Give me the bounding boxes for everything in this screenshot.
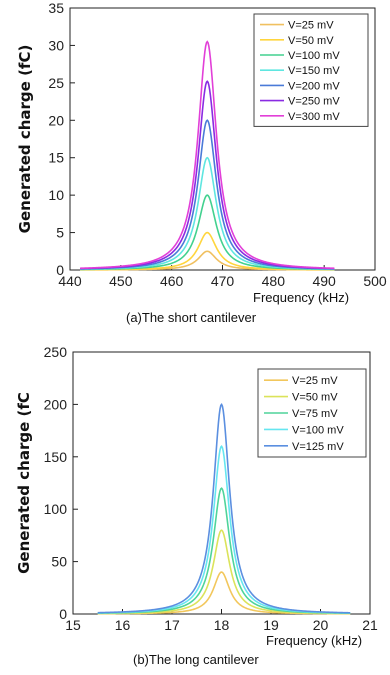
panel-b-y-axis-label: Generated charge (fC bbox=[15, 392, 33, 574]
x-tick-label: 480 bbox=[262, 273, 286, 289]
legend-entry: V=25 mV bbox=[292, 375, 338, 387]
legend-entry: V=300 mV bbox=[288, 111, 340, 123]
x-tick-label: 16 bbox=[115, 617, 131, 633]
x-tick-label: 440 bbox=[58, 273, 82, 289]
series-line-7 bbox=[80, 40, 335, 270]
legend-entry: V=150 mV bbox=[288, 65, 340, 77]
panel-b-series-lines bbox=[97, 402, 351, 615]
x-tick-label: 19 bbox=[263, 617, 279, 633]
panel-b-caption: (b)The long cantilever bbox=[133, 652, 259, 667]
y-tick-label: 150 bbox=[44, 449, 68, 465]
legend-entry: V=75 mV bbox=[292, 408, 338, 420]
y-tick-label: 30 bbox=[48, 37, 64, 53]
series-line-5 bbox=[97, 402, 351, 614]
y-tick-label: 200 bbox=[44, 396, 68, 412]
y-tick-label: 15 bbox=[48, 150, 64, 166]
panel-b-x-axis-label: Frequency (kHz) bbox=[266, 633, 362, 648]
legend-entry: V=50 mV bbox=[288, 35, 334, 47]
x-tick-label: 20 bbox=[313, 617, 329, 633]
x-tick-label: 450 bbox=[109, 273, 133, 289]
panel-b-x-ticks: 15 16 17 18 19 20 21 bbox=[65, 609, 378, 633]
panel-b-y-ticks: 0 50 100 150 200 250 bbox=[44, 344, 78, 622]
panel-a-legend: V=25 mV V=50 mV V=100 mV V=150 mV V=200 mV V=… bbox=[253, 13, 369, 127]
panel-a-y-ticks: 0 5 10 15 20 25 30 35 bbox=[48, 0, 75, 278]
legend-entry: V=25 mV bbox=[288, 20, 334, 32]
y-tick-label: 5 bbox=[56, 225, 64, 241]
y-tick-label: 0 bbox=[59, 606, 67, 622]
x-tick-label: 490 bbox=[312, 273, 336, 289]
panel-a-y-axis-label: Generated charge (fC) bbox=[16, 45, 34, 234]
y-tick-label: 10 bbox=[48, 187, 64, 203]
y-tick-label: 35 bbox=[48, 0, 64, 16]
panel-b-legend: V=25 mV V=50 mV V=75 mV V=100 mV V=125 mV bbox=[257, 368, 367, 458]
x-tick-label: 15 bbox=[65, 617, 81, 633]
y-tick-label: 250 bbox=[44, 344, 68, 360]
x-tick-label: 470 bbox=[211, 273, 235, 289]
x-tick-label: 17 bbox=[164, 617, 180, 633]
panel-a-caption: (a)The short cantilever bbox=[126, 310, 257, 325]
x-tick-label: 500 bbox=[363, 273, 387, 289]
legend-entry: V=250 mV bbox=[288, 96, 340, 108]
legend-entry: V=125 mV bbox=[292, 441, 344, 453]
x-tick-label: 21 bbox=[362, 617, 378, 633]
y-tick-label: 20 bbox=[48, 112, 64, 128]
x-tick-label: 460 bbox=[160, 273, 184, 289]
panel-a-x-ticks: 440 450 460 470 480 490 500 bbox=[58, 265, 387, 289]
legend-entry: V=50 mV bbox=[292, 392, 338, 404]
y-tick-label: 0 bbox=[56, 262, 64, 278]
legend-entry: V=100 mV bbox=[292, 424, 344, 436]
legend-entry: V=200 mV bbox=[288, 80, 340, 92]
y-tick-label: 100 bbox=[44, 501, 68, 517]
y-tick-label: 25 bbox=[48, 75, 64, 91]
panel-a-series-lines bbox=[80, 40, 335, 271]
y-tick-label: 50 bbox=[51, 554, 67, 570]
legend-entry: V=100 mV bbox=[288, 50, 340, 62]
panel-a-chart: 0 5 10 15 20 25 30 35 440 450 460 470 480 490 500 V=2… bbox=[16, 0, 387, 325]
panel-a-x-axis-label: Frequency (kHz) bbox=[253, 290, 349, 305]
x-tick-label: 18 bbox=[214, 617, 230, 633]
